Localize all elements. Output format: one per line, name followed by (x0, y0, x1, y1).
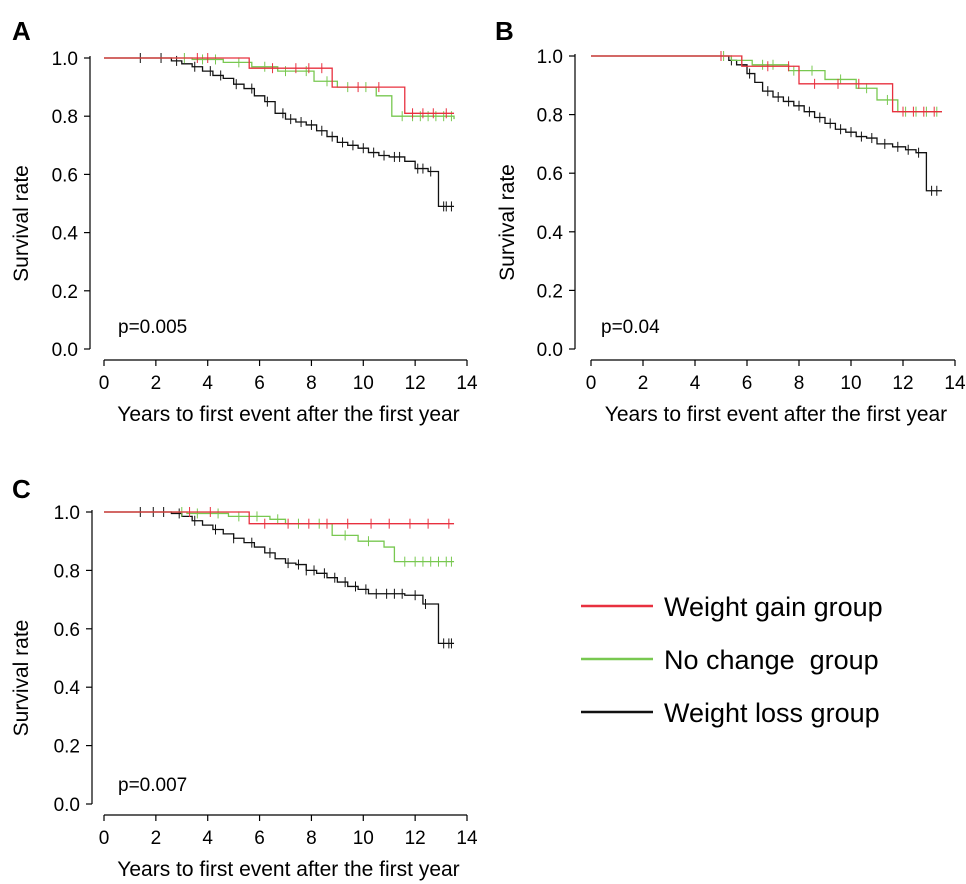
series-weight-loss-group-curve (104, 57, 455, 208)
y-tick-label: 0.6 (537, 164, 563, 185)
y-tick-label: 0.2 (52, 282, 78, 303)
y-tick-label: 1.0 (537, 47, 563, 68)
x-tick-label: 0 (99, 828, 110, 849)
panel-c-label: C (12, 474, 31, 504)
x-tick-label: 4 (202, 373, 213, 394)
x-tick-label: 14 (456, 373, 478, 394)
x-tick-label: 12 (405, 828, 426, 849)
y-tick-label: 0.2 (54, 737, 80, 758)
series-weight-loss-group-curve (104, 511, 455, 645)
panel-b: B 0.0 0.2 0.4 0.6 0.8 1.0 0 2 4 6 8 10 12 14 Years to f… (495, 16, 966, 426)
x-tick-label: 0 (586, 373, 597, 394)
x-tick-label: 10 (840, 373, 861, 394)
y-tick-label: 0.2 (537, 281, 563, 302)
y-tick-label: 0.8 (537, 106, 563, 127)
series-no-change-group-curve (104, 511, 455, 563)
x-tick-label: 8 (794, 373, 805, 394)
y-tick-label: 0.0 (537, 340, 563, 361)
x-tick-label: 10 (353, 828, 374, 849)
legend-item-no-change-group: No change group (581, 645, 879, 675)
series-weight-gain-group-curve (591, 55, 942, 113)
y-tick-label: 0.0 (54, 795, 80, 816)
x-tick-label: 2 (638, 373, 649, 394)
x-tick-label: 4 (202, 828, 213, 849)
panel-a: A 0.0 0.2 0.4 0.6 0.8 1.0 0 2 4 6 8 10 12 14 Years to f… (10, 16, 478, 426)
panel-a-label: A (12, 16, 31, 46)
series-weight-loss-group-curve (591, 55, 942, 192)
x-tick-label: 6 (742, 373, 753, 394)
x-tick-label: 10 (353, 373, 374, 394)
x-tick-label: 6 (254, 828, 265, 849)
x-tick-label: 8 (306, 373, 317, 394)
legend-label: No change group (664, 645, 879, 675)
x-tick-label: 4 (690, 373, 701, 394)
legend-label: Weight loss group (664, 698, 880, 728)
panel-b-label: B (495, 16, 514, 46)
y-axis-title: Survival rate (496, 164, 519, 281)
y-axis-title: Survival rate (10, 620, 33, 737)
legend: Weight gain group No change group Weight l… (581, 592, 883, 728)
x-tick-label: 2 (151, 828, 162, 849)
x-axis-title: Years to first event after the first yea… (117, 403, 459, 426)
y-tick-label: 1.0 (52, 49, 78, 70)
x-tick-label: 8 (306, 828, 317, 849)
series-weight-gain-group-curve (104, 57, 455, 114)
legend-item-weight-gain-group: Weight gain group (581, 592, 883, 622)
legend-item-weight-loss-group: Weight loss group (581, 698, 880, 728)
series-weight-gain-group-curve (104, 511, 455, 525)
y-tick-label: 1.0 (54, 503, 80, 524)
y-tick-label: 0.4 (537, 223, 564, 244)
x-axis-title: Years to first event after the first yea… (605, 403, 947, 426)
p-value-annotation: p=0.007 (118, 775, 187, 796)
x-tick-label: 12 (892, 373, 913, 394)
y-tick-label: 0.6 (54, 620, 80, 641)
series-no-change-group-curve (104, 57, 455, 120)
p-value-annotation: p=0.005 (118, 317, 187, 338)
y-tick-label: 0.4 (54, 678, 81, 699)
y-tick-label: 0.0 (52, 340, 78, 361)
y-tick-label: 0.8 (52, 107, 78, 128)
x-axis-title: Years to first event after the first yea… (117, 858, 459, 881)
x-tick-label: 6 (254, 373, 265, 394)
x-tick-label: 14 (944, 373, 966, 394)
y-tick-label: 0.4 (52, 224, 79, 245)
x-tick-label: 14 (456, 828, 478, 849)
y-axis-title: Survival rate (10, 165, 33, 282)
x-tick-label: 0 (99, 373, 110, 394)
y-tick-label: 0.6 (52, 165, 78, 186)
x-tick-label: 2 (151, 373, 162, 394)
p-value-annotation: p=0.04 (601, 317, 660, 338)
x-tick-label: 12 (405, 373, 426, 394)
legend-label: Weight gain group (664, 592, 883, 622)
y-tick-label: 0.8 (54, 561, 80, 582)
panel-c: C 0.0 0.2 0.4 0.6 0.8 1.0 0 2 4 6 8 10 12 14 Years to f… (10, 474, 478, 881)
